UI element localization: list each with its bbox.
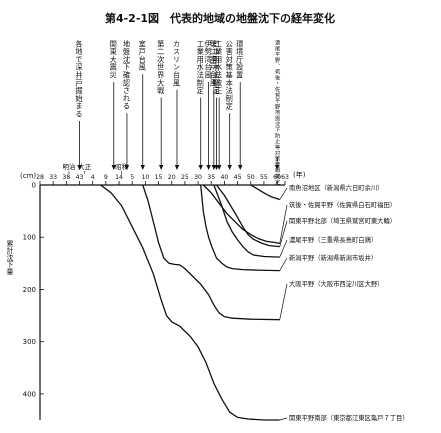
x-tick-label: 60 [273, 174, 281, 181]
event-arrow-head [77, 165, 82, 170]
era-labels: 明治 大正 昭和 [62, 162, 128, 174]
event-label: 関東大震災 [109, 40, 118, 79]
x-tick-label: 43 [76, 174, 84, 181]
y-tick-label: 300 [23, 338, 36, 346]
series-label: 関東平野南部（東京都江東区亀戸７丁目） [289, 413, 409, 422]
series-lines [100, 184, 288, 421]
event-arrow-head [274, 165, 280, 170]
event-arrow-head [216, 165, 222, 170]
series-leader [279, 239, 288, 258]
event-arrow-head [111, 165, 116, 170]
x-axis: 28 33 38 43 4 9 14 5 10 15 20 25 30 35 40 45 50 55 60 63 明治… [36, 162, 306, 186]
x-tick-label: 45 [234, 174, 242, 181]
event-label: 工業用水法改正 [215, 40, 224, 95]
event-arrow-head [174, 165, 180, 170]
series-label: 南魚沼地区（新潟県六日町余川） [289, 183, 383, 192]
event-arrow-head [227, 165, 232, 170]
event-annotations: 各地で深井戸掘始まる 関東大震災 地盤沈下確認される 室戸台風 第二次世界大戦 カスリン台… [75, 39, 280, 186]
x-tick-label: 20 [168, 174, 176, 181]
series-label: 関東平野北部（埼玉県鷲宮町東大輪） [289, 216, 396, 225]
event-label: 公害対策基本法制定 [225, 40, 234, 111]
y-tick-label: 100 [23, 234, 36, 242]
x-tick-label: 50 [247, 174, 255, 181]
y-axis-label: 累計沈下量 [6, 240, 14, 275]
event-arrow-head [124, 165, 130, 170]
series-label: 大阪平野（大阪市西淀川区大野） [289, 279, 383, 288]
series-line [200, 184, 280, 272]
x-tick-label: 40 [220, 174, 228, 181]
x-tick-label: 25 [181, 174, 189, 181]
x-tick-label: 5 [130, 174, 134, 181]
x-ticks: 28 33 38 43 4 9 14 5 10 15 20 25 30 35 40 45 50 55 60 63 [36, 174, 289, 185]
x-tick-label: 4 [91, 174, 95, 181]
event-arrow-head [158, 165, 164, 170]
event-arrow-head [238, 165, 243, 170]
event-label: 第二室戸台風 [209, 39, 218, 87]
event-label: ビル用水法制定 [212, 40, 221, 95]
x-tick-label: 63 [281, 174, 289, 181]
event-arrow-head [206, 165, 211, 170]
event-label: 工業用水法制定 [196, 40, 205, 95]
series-labels: 南魚沼地区（新潟県六日町余川） 筑後・佐賀平野（佐賀県白石町福田） 関東平野北部（埼… [289, 183, 409, 422]
x-axis-label: (年) [293, 170, 306, 179]
x-tick-label: 28 [36, 174, 44, 181]
series-leader [279, 187, 288, 200]
y-axis-unit: (cm) [20, 172, 36, 180]
event-label: 第二次世界大戦 [156, 39, 165, 95]
x-tick-label: 15 [155, 174, 163, 181]
event-label: 各地で深井戸掘始まる [75, 39, 84, 118]
y-tick-label: 400 [23, 390, 36, 398]
series-leader [279, 283, 288, 320]
series-leader [279, 417, 288, 421]
series-line [213, 184, 280, 258]
series-leader [279, 220, 288, 247]
era-label: 明治 [62, 162, 76, 171]
era-label: 大正 [78, 162, 92, 171]
y-tick-label: 200 [23, 286, 36, 294]
x-tick-label: 9 [104, 174, 108, 181]
series-label: 新潟平野（新潟県新潟市坂井） [289, 253, 377, 262]
event-label: 地盤沈下確認される [122, 39, 131, 110]
series-leader [279, 204, 288, 244]
chart-title: 第4-2-1図 代表的地域の地盤沈下の経年変化 [105, 11, 335, 25]
event-label: 室戸台風 [138, 39, 147, 71]
x-tick-label: 55 [260, 174, 268, 181]
event-arrow-head [140, 165, 145, 170]
era-label: 昭和 [115, 162, 128, 171]
series-line [215, 184, 280, 248]
x-tick-label: 35 [207, 174, 215, 181]
y-tick-label: 0 [32, 182, 36, 190]
x-tick-label: 14 [115, 174, 123, 181]
y-ticks: 0 100 200 300 400 [23, 182, 44, 398]
x-tick-label: 33 [49, 174, 57, 181]
event-label: カスリン台風 [172, 40, 181, 87]
event-label: 濃尾平野、筑後・佐賀平野地盤沈下防止等対策要綱策定 [274, 39, 280, 186]
series-line [100, 184, 280, 421]
series-line [250, 184, 280, 201]
series-line [202, 184, 280, 245]
series-leader [279, 257, 288, 271]
x-tick-label: 30 [194, 174, 202, 181]
series-label: 筑後・佐賀平野（佐賀県白石町福田） [289, 200, 396, 209]
event-label: 環境庁設置 [236, 40, 245, 79]
series-line [142, 184, 280, 321]
event-label: 伊勢湾台風 [204, 39, 213, 79]
event-arrow-head [198, 165, 203, 170]
x-tick-label: 38 [62, 174, 70, 181]
x-tick-label: 10 [141, 174, 149, 181]
y-axis: 0 100 200 300 400 (cm) 累計沈下量 [6, 172, 44, 420]
series-label: 濃尾平野（三重県長島町白鶏） [289, 235, 377, 244]
